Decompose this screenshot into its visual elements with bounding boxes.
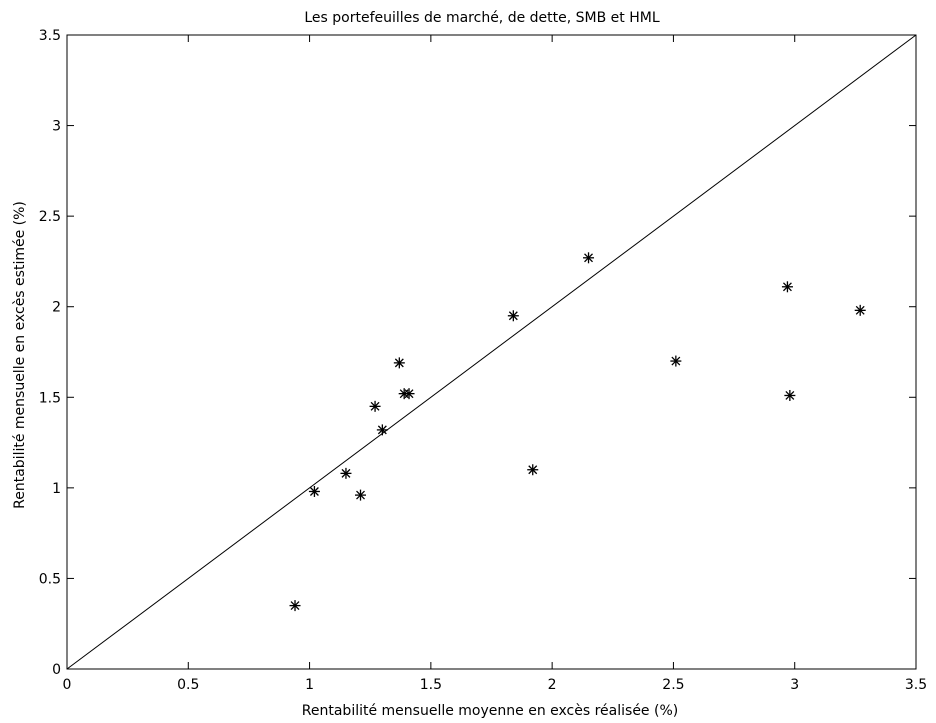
chart-title: Les portefeuilles de marché, de dette, S…	[304, 10, 659, 26]
plot-frame	[66, 34, 917, 670]
data-point	[784, 389, 796, 401]
x-tick-label: 0	[63, 677, 72, 693]
y-tick-label: 3	[52, 119, 61, 135]
y-axis-title: Rentabilité mensuelle en excès estimée (…	[12, 201, 28, 509]
data-point	[670, 355, 682, 367]
data-point	[369, 400, 381, 412]
data-point	[781, 281, 793, 293]
x-tick-label: 2.5	[662, 677, 684, 693]
axes-layer	[66, 34, 917, 670]
data-point	[854, 304, 866, 316]
x-tick-label: 0.5	[177, 677, 199, 693]
data-point	[527, 464, 539, 476]
data-point	[308, 485, 320, 497]
x-tick-label: 2	[548, 677, 557, 693]
x-axis-title: Rentabilité mensuelle moyenne en excès r…	[302, 703, 678, 719]
x-tick-label: 3.5	[905, 677, 927, 693]
data-point	[355, 489, 367, 501]
data-point	[340, 467, 352, 479]
points-layer	[289, 252, 866, 612]
x-tick-label: 1	[305, 677, 314, 693]
y-tick-label: 1	[52, 481, 61, 497]
ticks-layer: 0 0.5 1 1.5 2 2.5 3 3.5 0 0.5 1 1.5 2 2.5 3 3.5	[39, 28, 927, 693]
y-tick-label: 0	[52, 662, 61, 678]
y-tick-label: 2	[52, 300, 61, 316]
y-tick-label: 2.5	[39, 209, 61, 225]
reference-line-layer	[66, 34, 917, 670]
y-tick-label: 3.5	[39, 28, 61, 44]
diagonal-reference-line	[66, 34, 917, 670]
y-tick-label: 1.5	[39, 390, 61, 406]
x-tick-label: 3	[790, 677, 799, 693]
data-point	[393, 357, 405, 369]
data-point	[403, 388, 415, 400]
y-tick-label: 0.5	[39, 571, 61, 587]
x-tick-label: 1.5	[420, 677, 442, 693]
data-point	[507, 310, 519, 322]
data-point	[376, 424, 388, 436]
data-point	[583, 252, 595, 264]
data-point	[289, 600, 301, 612]
